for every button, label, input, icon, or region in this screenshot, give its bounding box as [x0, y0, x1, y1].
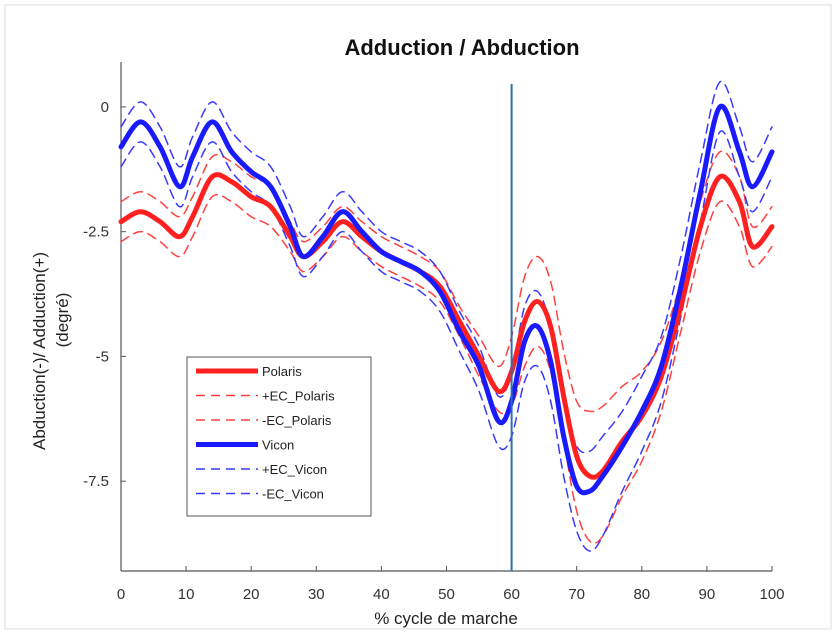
legend-label: -EC_Vicon — [262, 487, 324, 502]
series-line-ec-polaris — [120, 150, 773, 413]
legend-label: +EC_Polaris — [262, 389, 335, 404]
y-tick-label: -5 — [96, 348, 109, 365]
legend-items: Polaris +EC_Polaris -EC_Polaris Vicon +EC_Vi… — [196, 364, 335, 502]
x-tick-label: 50 — [438, 586, 455, 603]
x-tick-label: 70 — [568, 586, 585, 603]
series-line-ec-vicon — [120, 130, 773, 552]
series-line-ec-polaris — [120, 193, 773, 545]
x-tick-label: 10 — [178, 586, 195, 603]
x-tick-label: 30 — [308, 586, 325, 603]
legend-label: Polaris — [262, 364, 302, 379]
legend-label: Vicon — [262, 438, 294, 453]
series-line-polaris — [118, 172, 775, 480]
y-axis-label-line2: (degré) — [53, 293, 72, 348]
y-tick-label: 0 — [101, 99, 109, 116]
y-tick-label: -2.5 — [83, 224, 109, 241]
x-tick-label: 60 — [503, 586, 520, 603]
y-axis-label: Abduction(-)/ Adduction(+) (degré) — [30, 252, 72, 450]
chart-title: Adduction / Abduction — [344, 35, 579, 60]
legend-label: +EC_Vicon — [262, 462, 327, 477]
y-tick-label: -7.5 — [83, 473, 109, 490]
x-axis-label: % cycle de marche — [374, 609, 518, 628]
y-ticks: 0 -2.5 -5 -7.5 — [83, 99, 126, 490]
series-line-ec-vicon — [120, 80, 773, 454]
figure-border — [4, 4, 832, 630]
y-axis-label-line1: Abduction(-)/ Adduction(+) — [30, 252, 49, 450]
x-tick-label: 40 — [373, 586, 390, 603]
x-tick-label: 100 — [759, 586, 784, 603]
x-ticks: 0 10 20 30 40 50 60 70 80 90 100 — [117, 566, 785, 603]
x-tick-label: 20 — [243, 586, 260, 603]
series-group — [118, 80, 775, 552]
legend-box — [186, 356, 372, 517]
x-tick-label: 0 — [117, 586, 125, 603]
series-line-vicon — [118, 103, 775, 496]
legend: Polaris +EC_Polaris -EC_Polaris Vicon +EC_Vi… — [186, 356, 372, 517]
x-tick-label: 90 — [699, 586, 716, 603]
legend-label: -EC_Polaris — [262, 413, 332, 428]
x-tick-label: 80 — [633, 586, 650, 603]
